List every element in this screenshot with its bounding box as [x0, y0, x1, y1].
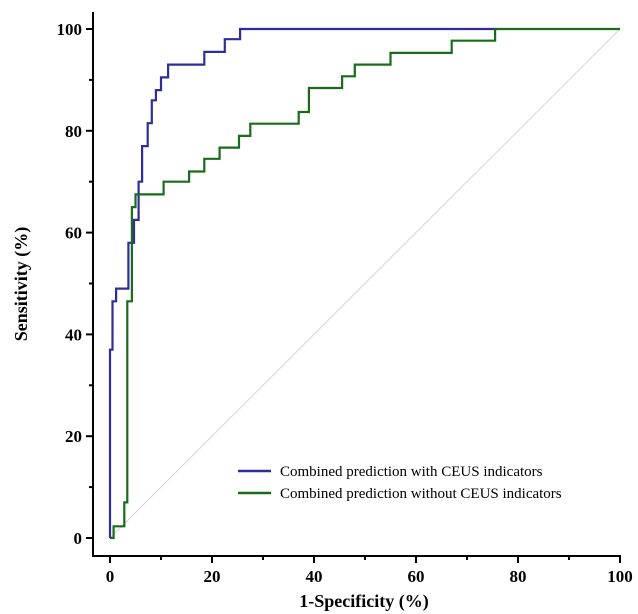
- x-tick-label-0: 0: [106, 567, 115, 586]
- reference-diagonal: [109, 28, 621, 539]
- y-ticks: 0 20 40 60 80 100: [57, 20, 93, 548]
- y-tick-label-0: 0: [74, 529, 83, 548]
- x-tick-label-80: 80: [510, 567, 527, 586]
- series-layer: [108, 27, 620, 540]
- y-tick-label-60: 60: [65, 224, 82, 243]
- x-ticks: 0 20 40 60 80 100: [106, 556, 633, 586]
- y-tick-label-100: 100: [57, 20, 83, 39]
- series-line-1: [108, 27, 496, 538]
- y-tick-label-20: 20: [65, 427, 82, 446]
- legend-label-series-2: Combined prediction without CEUS indicat…: [280, 486, 562, 502]
- legend: Combined prediction with CEUS indicators…: [238, 464, 562, 502]
- x-axis-title: 1-Specificity (%): [299, 591, 428, 612]
- x-tick-label-20: 20: [204, 567, 221, 586]
- series-line-2: [110, 27, 620, 540]
- y-tick-label-40: 40: [65, 325, 82, 344]
- x-tick-label-40: 40: [306, 567, 323, 586]
- y-tick-label-80: 80: [65, 122, 82, 141]
- x-tick-label-100: 100: [607, 567, 633, 586]
- y-axis-title: Sensitivity (%): [11, 227, 32, 342]
- legend-label-series-1: Combined prediction with CEUS indicators: [280, 464, 543, 480]
- x-tick-label-60: 60: [408, 567, 425, 586]
